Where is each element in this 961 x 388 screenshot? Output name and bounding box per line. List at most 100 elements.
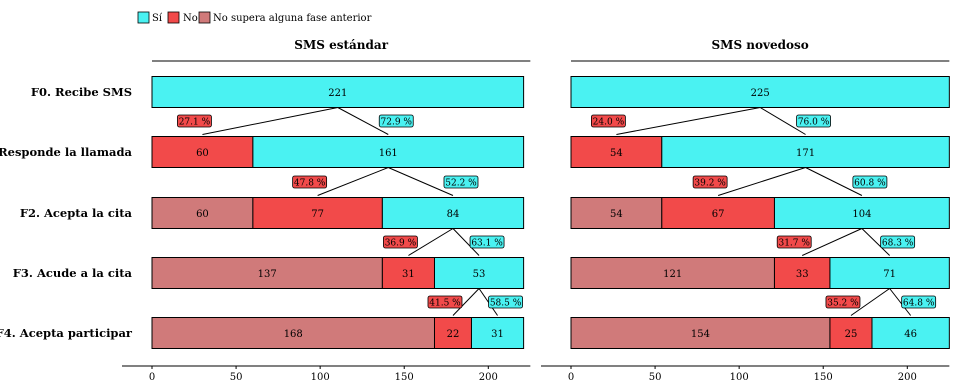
stage-label: F4. Acepta participar [0,326,133,340]
bar-segment-si [661,136,950,168]
bar-segment-no [433,317,472,349]
pct-label-no: 35.2 % [827,299,859,309]
pct-label-no: 27.1 % [179,118,211,128]
split-line-no [717,167,806,196]
split-line-no [317,167,389,196]
pct-label-si: 52.2 % [445,179,477,189]
legend-swatch-si [137,11,150,24]
legend-label-si: Sí [152,13,163,24]
pct-badge-si [852,175,888,189]
split-line-si [861,228,890,256]
pct-label-si: 72.9 % [381,118,413,128]
x-tick-label: 150 [814,372,833,383]
split-line-no [408,228,454,256]
bar-value-label: 168 [284,329,303,340]
pct-label-si: 60.8 % [854,179,886,189]
split-line-si [388,167,454,196]
bar-value-label: 22 [447,329,460,340]
bar-value-label: 54 [610,209,623,220]
pct-label-si: 58.5 % [490,299,522,309]
panel-sms-novedoso: SMS novedoso 225 54 171 54 67 104 121 33 71 154 25 4… [541,38,950,383]
legend-swatch-no [167,11,180,24]
x-tick-label: 100 [730,372,749,383]
pct-badge-no [825,295,861,309]
x-tick-label: 150 [395,372,414,383]
split-line-no [202,107,338,135]
x-tick-label: 100 [311,372,330,383]
pct-badge-si [469,235,505,249]
bar-value-label: 54 [610,148,623,159]
stage-label: F3. Acude a la cita [13,266,133,280]
panel-sms-estandar: SMS estándar 221 60 161 60 77 84 137 31 53 168 22 31… [122,38,531,383]
bar-segment-si [570,76,950,108]
legend: Sí No No supera alguna fase anterior [137,11,372,24]
bar-value-label: 25 [845,329,858,340]
pct-label-si: 63.1 % [471,239,503,249]
x-tick-label: 50 [649,372,662,383]
split-line-no [452,288,480,316]
pct-badge-no [591,114,626,128]
split-line-si [452,228,480,256]
split-line-si [805,167,863,196]
x-tick-label: 0 [149,372,155,383]
x-tick-label: 200 [479,372,498,383]
pct-badge-no [177,114,212,128]
bar-value-label: 77 [311,209,324,220]
pct-label-no: 31.7 % [778,239,810,249]
bar-segment-prior [151,317,435,349]
bar-segment-no [829,317,873,349]
bar-value-label: 104 [852,209,871,220]
x-tick-label: 200 [898,372,917,383]
bar-value-label: 137 [258,269,277,280]
bar-value-label: 67 [712,209,725,220]
pct-badge-si [378,114,414,128]
bar-value-label: 161 [379,148,398,159]
pct-badge-si [880,235,916,249]
bar-value-label: 60 [196,209,209,220]
bar-segment-prior [570,197,663,229]
x-tick-label: 0 [568,372,574,383]
bar-value-label: 53 [473,269,486,280]
pct-label-no: 47.8 % [294,179,326,189]
bar-segment-prior [570,257,775,289]
bar-segment-si [381,197,525,229]
bar-value-label: 171 [796,148,815,159]
split-line-no [850,288,890,316]
stage-label: F1. Responde la llamada [0,145,133,159]
x-tick-label: 50 [230,372,243,383]
pct-badge-si [443,175,479,189]
bar-segment-si [773,197,950,229]
bar-value-label: 225 [751,88,770,99]
pct-label-si: 68.3 % [882,239,914,249]
split-line-no [802,228,863,256]
bar-value-label: 221 [328,88,347,99]
bar-segment-si [871,317,950,349]
bar-value-label: 121 [663,269,682,280]
bar-value-label: 60 [196,148,209,159]
legend-label-prior: No supera alguna fase anterior [213,13,372,24]
bar-value-label: 33 [796,269,809,280]
bar-value-label: 71 [883,269,896,280]
pct-label-si: 76.0 % [798,118,830,128]
bar-value-label: 84 [447,209,460,220]
pct-badge-no [776,235,812,249]
bar-segment-si [829,257,950,289]
split-line-si [759,107,806,135]
split-line-no [616,107,761,135]
pct-badge-no [292,175,328,189]
bar-value-label: 46 [904,329,917,340]
legend-label-no: No [183,13,198,24]
pct-badge-no [427,295,463,309]
bar-value-label: 154 [691,329,710,340]
split-line-si [889,288,912,316]
bar-segment-no [661,197,775,229]
bar-segment-si [433,257,525,289]
pct-badge-si [796,114,831,128]
pct-badge-no [692,175,728,189]
pct-label-si: 64.8 % [903,299,935,309]
split-line-si [337,107,389,135]
panel-title: SMS estándar [294,38,388,52]
pct-label-no: 39.2 % [694,179,726,189]
